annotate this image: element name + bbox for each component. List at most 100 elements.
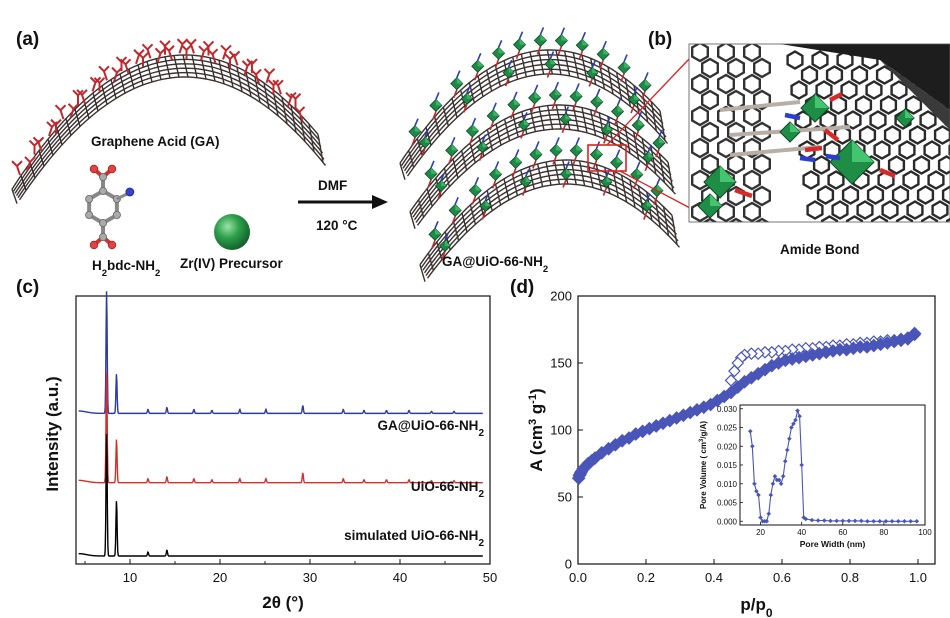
inset-point bbox=[799, 462, 804, 468]
inset-point bbox=[914, 518, 920, 524]
inset-y-axis-title: Pore Volume ( cm3/g/A) bbox=[699, 421, 708, 509]
isotherm-y-tick-label: 0 bbox=[565, 557, 572, 572]
inset-point bbox=[889, 518, 895, 524]
xrd-x-tick-label: 30 bbox=[303, 570, 317, 585]
inset-point bbox=[871, 518, 876, 524]
inset-point bbox=[803, 516, 809, 522]
inset-y-tick-label: 0.010 bbox=[717, 480, 738, 489]
isotherm-y-tick-label: 100 bbox=[550, 423, 572, 438]
inset-y-tick-label: 0.030 bbox=[717, 405, 738, 414]
amide-bond-caption: Amide Bond bbox=[780, 242, 860, 257]
isotherm-y-tick-label: 150 bbox=[550, 356, 572, 371]
precursor-label: Zr(IV) Precursor bbox=[180, 256, 284, 271]
inset-point bbox=[846, 518, 852, 524]
xrd-series-label: UiO-66-NH2 bbox=[411, 479, 485, 500]
inset-point bbox=[852, 518, 858, 524]
xrd-plot-frame bbox=[75, 295, 491, 565]
isotherm-x-tick-label: 0.0 bbox=[569, 570, 587, 585]
inset-point bbox=[778, 481, 784, 487]
arrow-condition-solvent: DMF bbox=[318, 178, 347, 193]
inset-point bbox=[795, 408, 800, 413]
xrd-y-axis-title: Intensity (a.u.) bbox=[43, 376, 62, 491]
xrd-x-tick-label: 20 bbox=[213, 570, 227, 585]
inset-point bbox=[756, 492, 761, 498]
isotherm-x-tick-label: 0.4 bbox=[705, 570, 723, 585]
desorption-point bbox=[728, 364, 741, 378]
inset-y-tick-label: 0.015 bbox=[717, 461, 738, 470]
xrd-series-line bbox=[78, 433, 483, 557]
isotherm-x-tick-label: 0.2 bbox=[637, 570, 655, 585]
inset-point bbox=[772, 473, 778, 479]
isotherm-x-tick-label: 0.6 bbox=[773, 570, 791, 585]
inset-point bbox=[758, 515, 763, 520]
linker-molecule-icon bbox=[85, 164, 135, 250]
inset-point bbox=[834, 518, 839, 524]
inset-point bbox=[877, 518, 883, 524]
inset-x-tick-label: 20 bbox=[756, 528, 765, 537]
inset-point bbox=[797, 413, 802, 419]
inset-point bbox=[764, 518, 770, 524]
inset-point bbox=[840, 518, 846, 524]
panel-a-schematic: (a) Graphene Acid (GA) H2bdc-NH2 Zr(IV) … bbox=[11, 27, 691, 282]
xrd-series-label: GA@UiO-66-NH2 bbox=[378, 418, 485, 439]
inset-point bbox=[754, 488, 759, 494]
inset-x-tick-label: 80 bbox=[879, 528, 888, 537]
xrd-x-tick-label: 50 bbox=[483, 570, 497, 585]
inset-x-tick-label: 60 bbox=[838, 528, 847, 537]
inset-x-axis-title: Pore Width (nm) bbox=[800, 539, 866, 549]
inset-point bbox=[789, 425, 794, 430]
inset-y-tick-label: 0.000 bbox=[717, 517, 738, 526]
inset-y-tick-label: 0.020 bbox=[717, 442, 738, 451]
inset-point bbox=[784, 447, 790, 453]
xrd-x-tick-label: 40 bbox=[393, 570, 407, 585]
reaction-arrow bbox=[298, 195, 388, 209]
inset-point bbox=[908, 518, 913, 524]
inset-plot-frame bbox=[739, 404, 926, 526]
inset-point bbox=[815, 518, 821, 523]
xrd-x-axis-title: 2θ (°) bbox=[262, 593, 304, 612]
inset-x-tick-label: 40 bbox=[797, 528, 806, 537]
panel-a-label: (a) bbox=[16, 29, 39, 50]
adsorption-point bbox=[907, 326, 922, 341]
inset-x-tick-label: 100 bbox=[918, 528, 932, 537]
isotherm-x-tick-label: 0.8 bbox=[841, 570, 859, 585]
isotherm-y-axis-title: A (cm3 g-1) bbox=[527, 388, 546, 471]
xrd-x-tick-label: 10 bbox=[123, 570, 137, 585]
inset-point bbox=[793, 417, 798, 423]
inset-point bbox=[865, 518, 870, 524]
inset-point bbox=[782, 458, 788, 464]
inset-point bbox=[883, 518, 889, 524]
graphene-acid-label: Graphene Acid (GA) bbox=[91, 134, 220, 149]
panel-c-xrd-chart: (c) 10 20 30 40 50 2θ (°) Intensity (a.u.) GA@U… bbox=[16, 277, 497, 612]
inset-point bbox=[770, 481, 776, 487]
panel-d-isotherm-chart: (d) 0.0 0.2 0.4 0.6 0.8 1.0 0 50 100 150 200 p/p0 A … bbox=[510, 277, 936, 618]
panel-c-label: (c) bbox=[16, 277, 39, 298]
inset-point bbox=[828, 518, 833, 524]
inset-point bbox=[766, 511, 772, 517]
inset-point bbox=[858, 518, 864, 524]
isotherm-x-axis-title: p/p0 bbox=[740, 595, 773, 618]
inset-point bbox=[787, 436, 792, 442]
inset-point bbox=[747, 428, 753, 434]
isotherm-y-tick-label: 50 bbox=[558, 490, 572, 505]
isotherm-y-tick-label: 200 bbox=[550, 289, 572, 304]
inset-point bbox=[750, 443, 755, 449]
inset-point bbox=[768, 492, 774, 498]
inset-point bbox=[809, 517, 815, 523]
panel-b-closeup: (b) Amide Bond bbox=[648, 29, 950, 257]
inset-y-tick-label: 0.005 bbox=[717, 499, 738, 508]
linker-label: H2bdc-NH2 bbox=[92, 258, 160, 279]
panel-b-label: (b) bbox=[648, 29, 672, 50]
inset-point bbox=[902, 518, 907, 524]
inset-point bbox=[776, 477, 782, 483]
xrd-series-line bbox=[78, 372, 483, 484]
inset-point bbox=[821, 518, 827, 523]
product-label: GA@UiO-66-NH2 bbox=[442, 254, 548, 275]
composite-sheets bbox=[399, 27, 691, 282]
arrow-condition-temperature: 120 °C bbox=[316, 218, 358, 233]
zr-precursor-sphere-icon bbox=[214, 214, 250, 250]
inset-y-tick-label: 0.025 bbox=[717, 424, 738, 433]
isotherm-x-tick-label: 1.0 bbox=[909, 570, 927, 585]
xrd-series-label: simulated UiO-66-NH2 bbox=[344, 528, 484, 549]
